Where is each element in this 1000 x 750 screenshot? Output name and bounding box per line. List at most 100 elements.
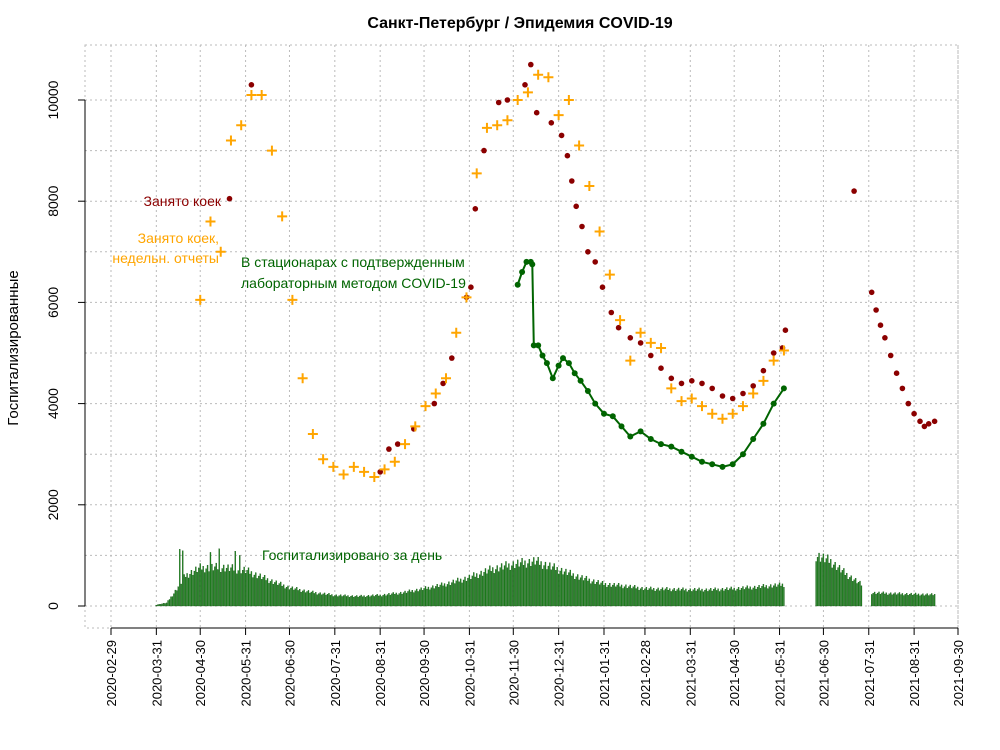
confirmed-point	[530, 342, 537, 349]
daily-bar	[740, 588, 743, 607]
daily-bar	[585, 575, 588, 607]
daily-bar	[721, 587, 724, 607]
daily-bar	[666, 587, 668, 607]
daily-bar	[925, 594, 927, 607]
occupied-point	[750, 383, 756, 389]
daily-bar	[906, 593, 908, 607]
weekly-plus	[266, 145, 277, 156]
daily-bar	[705, 588, 708, 607]
daily-bar	[433, 588, 435, 607]
confirmed-point	[678, 448, 685, 455]
daily-bar	[239, 555, 241, 607]
daily-bar	[344, 594, 346, 607]
daily-bar	[310, 591, 313, 607]
daily-bar	[364, 597, 367, 607]
occupied-point	[627, 335, 634, 341]
daily-bar	[164, 603, 166, 607]
daily-bar	[262, 577, 264, 607]
weekly-plus	[256, 89, 267, 100]
daily-bar	[461, 582, 463, 607]
confirmed-point	[535, 342, 542, 349]
daily-bar	[318, 593, 320, 607]
daily-bar	[227, 564, 229, 607]
daily-bar	[920, 594, 923, 607]
daily-bar	[533, 557, 535, 607]
occupied-point	[564, 152, 571, 159]
daily-bar	[467, 577, 469, 607]
weekly-plus	[225, 135, 236, 146]
daily-bar	[689, 588, 691, 607]
daily-bar	[890, 592, 892, 607]
daily-bar	[329, 595, 332, 607]
daily-bar	[524, 560, 526, 607]
daily-bar	[591, 581, 593, 607]
weekly-plus	[492, 120, 503, 131]
daily-bar	[841, 570, 844, 607]
daily-bar	[783, 587, 785, 607]
daily-bar	[594, 583, 596, 607]
daily-bar	[821, 557, 823, 607]
annotation-weekly-line2: недельн. отчеты	[112, 250, 219, 266]
daily-bar	[356, 595, 358, 607]
occupied-point	[573, 203, 579, 210]
y-tick-label: 6000	[45, 287, 61, 318]
daily-bar	[534, 564, 536, 607]
daily-bar	[683, 590, 686, 607]
confirmed-point	[688, 453, 695, 460]
daily-bar	[884, 593, 886, 607]
daily-bar	[231, 564, 234, 607]
daily-bar	[493, 573, 495, 607]
daily-bar	[575, 576, 577, 607]
daily-bar	[717, 588, 719, 607]
daily-bar	[263, 575, 266, 607]
daily-bar	[430, 587, 433, 607]
daily-bar	[341, 596, 343, 607]
daily-bar	[843, 568, 845, 607]
daily-bar	[250, 571, 253, 607]
daily-bar	[562, 574, 564, 607]
daily-bar	[182, 550, 184, 607]
daily-bar	[677, 587, 680, 607]
daily-bar	[398, 593, 400, 607]
x-tick-label: 2020-06-30	[282, 640, 297, 707]
daily-bar	[550, 569, 552, 607]
daily-bar	[651, 589, 653, 607]
daily-bar	[369, 596, 371, 607]
daily-bar	[247, 567, 250, 607]
occupied-point	[449, 355, 455, 361]
occupied-point	[917, 418, 923, 425]
daily-bar	[773, 585, 775, 607]
daily-bar	[519, 562, 522, 607]
confirmed-series	[514, 258, 787, 470]
daily-bar	[537, 557, 539, 607]
daily-bar	[568, 572, 570, 607]
daily-bar	[781, 583, 784, 607]
daily-bar	[426, 588, 428, 607]
daily-bar	[543, 565, 545, 607]
daily-bar	[243, 566, 245, 607]
daily-bar	[177, 586, 179, 607]
weekly-plus	[604, 269, 615, 280]
daily-bar	[221, 568, 223, 607]
daily-bar	[304, 592, 307, 607]
daily-bar	[489, 565, 491, 607]
daily-bar	[830, 559, 832, 607]
daily-bar	[345, 596, 348, 607]
daily-bar	[246, 570, 248, 607]
daily-bar	[505, 561, 507, 607]
daily-bar	[256, 578, 258, 607]
daily-bar	[161, 603, 163, 607]
daily-bar	[452, 579, 454, 607]
daily-bar	[410, 591, 412, 607]
daily-bar	[636, 586, 639, 607]
x-tick-label: 2021-03-31	[683, 640, 698, 707]
daily-bar	[679, 590, 681, 607]
daily-bar	[854, 578, 857, 607]
daily-bar	[474, 576, 476, 607]
daily-bar	[544, 561, 547, 607]
daily-bar	[538, 564, 541, 607]
daily-bar	[556, 567, 558, 607]
daily-bar	[872, 593, 874, 607]
daily-bar	[237, 570, 239, 607]
daily-bar	[745, 587, 747, 607]
